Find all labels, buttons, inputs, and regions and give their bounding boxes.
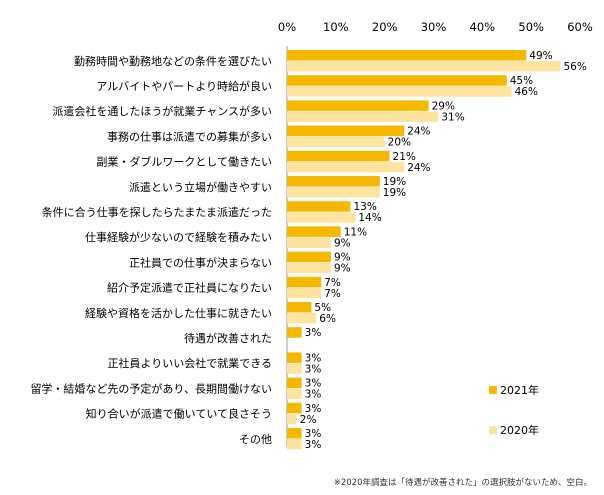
category-label: 正社員での仕事が決まらない (129, 255, 272, 269)
data-label: 7% (324, 277, 341, 289)
x-tick-label: 30% (421, 20, 447, 34)
bar-series2 (287, 413, 297, 425)
legend-label: 2020年 (500, 423, 539, 437)
data-label: 31% (441, 111, 464, 123)
bar-series1 (287, 176, 380, 187)
category-label: 紹介予定派遣で正社員になりたい (107, 281, 272, 295)
x-tick-label: 60% (567, 20, 593, 34)
data-label: 9% (334, 237, 351, 249)
category-label: 派遣という立場が働きやすい (129, 180, 272, 194)
data-label: 13% (353, 201, 376, 213)
x-tick-label: 0% (278, 20, 296, 34)
data-label: 7% (324, 288, 341, 300)
data-label: 24% (407, 126, 430, 138)
data-label: 2% (300, 414, 317, 426)
bar-series1 (287, 327, 302, 338)
bar-series1 (287, 251, 331, 263)
legend-label: 2021年 (500, 383, 539, 397)
category-label: その他 (239, 433, 272, 446)
bar-series2 (287, 161, 405, 173)
bar-series2 (287, 313, 317, 324)
bar-series1 (287, 402, 302, 414)
category-label: 派遣会社を通したほうが就業チャンスが多い (52, 104, 272, 118)
data-label: 49% (529, 50, 552, 62)
bar-series1 (287, 201, 351, 212)
data-label: 29% (432, 100, 455, 112)
bar-series1 (287, 100, 429, 111)
bar-series1 (287, 276, 322, 288)
bar-series2 (287, 237, 331, 248)
legend-swatch (489, 386, 497, 394)
bar-series1 (287, 150, 390, 162)
bar-series2 (287, 212, 356, 223)
data-label: 11% (344, 226, 367, 238)
bar-series1 (287, 302, 312, 313)
x-tick-label: 40% (470, 20, 496, 34)
bar-series1 (287, 226, 341, 237)
data-label: 3% (305, 403, 322, 415)
category-label: アルバイトやパートより時給が良い (96, 79, 272, 93)
data-label: 20% (388, 137, 411, 149)
bar-series2 (287, 363, 302, 374)
data-label: 3% (305, 428, 322, 440)
bar-series1 (287, 50, 527, 61)
bar-series2 (287, 61, 561, 72)
category-label: 待遇が改善された (184, 331, 272, 345)
bar-series2 (287, 111, 439, 122)
category-label: 留学・結婚など先の予定があり、長期間働けない (30, 381, 272, 395)
x-tick-label: 50% (518, 20, 544, 34)
data-label: 14% (358, 212, 381, 224)
bar-series2 (287, 187, 380, 198)
bar-series1 (287, 352, 302, 363)
data-label: 9% (334, 252, 351, 264)
data-label: 3% (305, 363, 322, 375)
x-tick-label: 20% (372, 20, 398, 34)
bars: 49%56%45%46%29%31%24%20%21%24%19%19%13%1… (287, 50, 587, 451)
category-labels: 勤務時間や勤務地などの条件を選びたいアルバイトやパートより時給が良い派遣会社を通… (30, 54, 272, 446)
data-label: 19% (383, 176, 406, 188)
bar-series2 (287, 287, 322, 299)
legend-swatch (489, 426, 497, 434)
bar-series2 (287, 136, 385, 148)
bar-series2 (287, 86, 512, 97)
data-label: 5% (314, 302, 331, 314)
category-label: 正社員よりいい会社で就業できる (107, 356, 272, 370)
legend: 2021年 2020年 (489, 383, 539, 437)
category-label: 経験や資格を活かした仕事に就きたい (85, 306, 272, 320)
data-label: 45% (510, 75, 533, 87)
x-tick-label: 10% (323, 20, 349, 34)
bar-series1 (287, 377, 302, 389)
category-label: 仕事経験が少ないので経験を積みたい (85, 230, 272, 244)
category-label: 副業・ダブルワークとして働きたい (96, 155, 272, 169)
bar-series1 (287, 428, 302, 439)
data-label: 24% (407, 162, 430, 174)
bar-series1 (287, 125, 405, 137)
data-label: 3% (305, 352, 322, 364)
data-label: 3% (305, 439, 322, 451)
category-label: 事務の仕事は派遣での募集が多い (107, 129, 272, 143)
data-label: 21% (393, 151, 416, 163)
data-label: 56% (563, 61, 586, 73)
bar-series1 (287, 75, 507, 86)
category-label: 知り合いが派遣で働いていて良さそう (86, 407, 272, 421)
bar-series2 (287, 439, 302, 450)
category-label: 勤務時間や勤務地などの条件を選びたい (74, 54, 272, 68)
data-label: 3% (305, 389, 322, 401)
data-label: 3% (305, 378, 322, 390)
bar-series2 (287, 262, 331, 274)
data-label: 3% (305, 327, 322, 339)
bar-series2 (287, 388, 302, 400)
data-label: 46% (515, 86, 538, 98)
category-label: 条件に合う仕事を探したらたまたま派遣だった (42, 205, 272, 219)
footnote: ※2020年調査は「待遇が改善された」の選択肢がないため、空白。 (333, 478, 592, 488)
data-label: 19% (383, 187, 406, 199)
data-label: 6% (319, 313, 336, 325)
data-label: 9% (334, 263, 351, 275)
